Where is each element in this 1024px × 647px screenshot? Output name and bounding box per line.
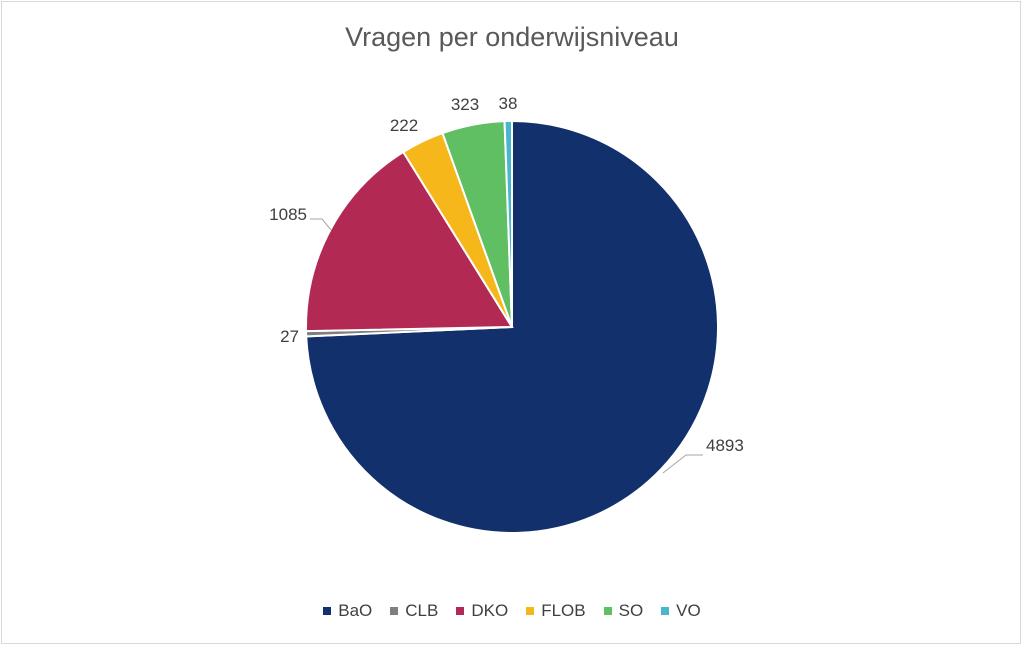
legend-swatch-so	[603, 607, 612, 615]
legend-item-dko: DKO	[456, 601, 508, 621]
chart-legend: BaO CLB DKO FLOB SO VO	[0, 601, 1024, 621]
data-label-dko: 1085	[269, 205, 307, 224]
legend-swatch-vo	[661, 607, 670, 615]
legend-swatch-flob	[526, 607, 535, 615]
pie-slice-vo	[503, 119, 513, 328]
legend-label-dko: DKO	[471, 601, 509, 620]
legend-label-flob: FLOB	[541, 601, 586, 620]
legend-label-clb: CLB	[405, 601, 439, 620]
pie-slice-dko	[305, 150, 514, 333]
data-label-so: 323	[451, 95, 479, 114]
legend-label-bao: BaO	[338, 601, 373, 620]
legend-item-so: SO	[603, 601, 644, 621]
data-label-vo: 38	[499, 94, 518, 113]
legend-swatch-dko	[456, 607, 465, 615]
legend-item-vo: VO	[661, 601, 701, 621]
legend-item-bao: BaO	[323, 601, 372, 621]
leader-line-dko	[310, 218, 332, 231]
chart-title: Vragen per onderwijsniveau	[345, 22, 679, 52]
legend-label-vo: VO	[676, 601, 701, 620]
leader-line-bao	[662, 454, 703, 474]
legend-label-so: SO	[618, 601, 644, 620]
legend-item-clb: CLB	[390, 601, 438, 621]
legend-swatch-clb	[390, 607, 399, 615]
data-label-flob: 222	[390, 116, 418, 135]
data-label-clb: 27	[280, 327, 299, 346]
legend-swatch-bao	[323, 607, 332, 615]
legend-item-flob: FLOB	[526, 601, 586, 621]
data-label-bao: 4893	[706, 436, 744, 455]
